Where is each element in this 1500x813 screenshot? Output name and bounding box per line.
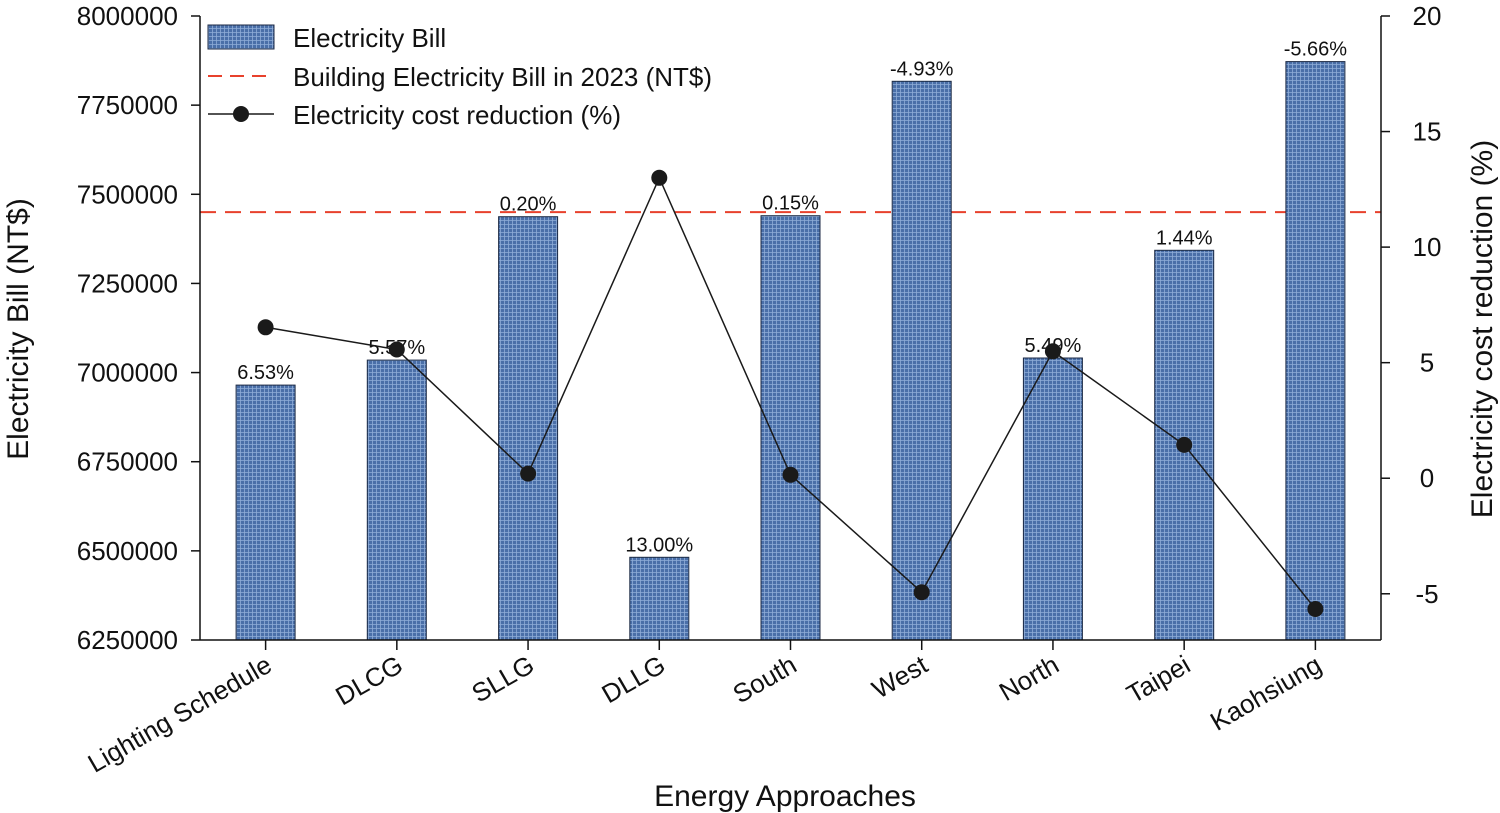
bar-data-label: 13.00% — [625, 534, 693, 556]
legend-label-bar: Electricity Bill — [293, 23, 446, 53]
legend-swatch-marker — [233, 106, 249, 122]
bar-west — [891, 80, 952, 641]
y-tick-label: 7750000 — [77, 90, 178, 120]
bar-data-label: 1.44% — [1156, 227, 1213, 249]
bar-data-label: 0.20% — [500, 194, 557, 216]
bar-data-label: -5.66% — [1284, 39, 1348, 61]
bar-north — [1022, 357, 1083, 641]
y-tick-label: 7500000 — [77, 179, 178, 209]
y-tick-label: 6750000 — [77, 447, 178, 477]
y2-axis-title: Electricity cost reduction (%) — [1466, 140, 1499, 518]
reduction-point — [388, 341, 405, 358]
reduction-point — [257, 319, 274, 336]
bar-south — [760, 215, 821, 641]
reduction-point — [1044, 343, 1061, 360]
y-axis-title: Electricity Bill (NT$) — [2, 198, 35, 460]
x-tick-label: DLCG — [330, 649, 408, 711]
x-tick-label: DLLG — [596, 649, 670, 709]
x-tick-label: Lighting Schedule — [83, 649, 277, 778]
legend: Electricity Bill Building Electricity Bi… — [207, 23, 712, 130]
y2-tick-label: 10 — [1413, 232, 1442, 262]
legend-label-line: Electricity cost reduction (%) — [293, 100, 621, 130]
y2-tick-label: 20 — [1413, 1, 1442, 31]
bar-dlcg — [366, 359, 427, 641]
reduction-point — [913, 584, 930, 601]
x-tick-label: Taipei — [1121, 649, 1195, 709]
x-tick-label: North — [994, 649, 1064, 707]
x-tick-label: West — [867, 649, 934, 705]
reduction-point — [520, 465, 537, 482]
y2-tick-label: 5 — [1420, 348, 1434, 378]
y-tick-label: 6250000 — [77, 625, 178, 655]
bar-data-label: 0.15% — [762, 193, 819, 215]
bar-kaohsiung — [1285, 61, 1346, 641]
y2-tick-label: -5 — [1415, 579, 1438, 609]
legend-label-reference: Building Electricity Bill in 2023 (NT$) — [293, 62, 712, 92]
x-tick-label: Kaohsiung — [1205, 649, 1326, 736]
y-tick-label: 6500000 — [77, 536, 178, 566]
x-axis-title: Energy Approaches — [654, 780, 916, 813]
reduction-point — [782, 466, 799, 483]
bar-data-label: -4.93% — [890, 58, 954, 80]
reduction-point — [1307, 601, 1324, 617]
bar-data-label: 6.53% — [237, 362, 294, 384]
x-tick-label: South — [728, 649, 802, 709]
y-tick-label: 8000000 — [77, 1, 178, 31]
y-tick-label: 7000000 — [77, 358, 178, 388]
bar-dllg — [629, 556, 690, 641]
y-tick-label: 7250000 — [77, 268, 178, 298]
reduction-point — [1176, 436, 1193, 453]
bar-lighting-schedule — [235, 384, 296, 641]
y2-tick-label: 15 — [1413, 117, 1442, 147]
y2-tick-label: 0 — [1420, 463, 1434, 493]
legend-swatch-bar — [207, 24, 275, 50]
reduction-point — [651, 169, 668, 186]
x-tick-label: SLLG — [467, 649, 540, 708]
